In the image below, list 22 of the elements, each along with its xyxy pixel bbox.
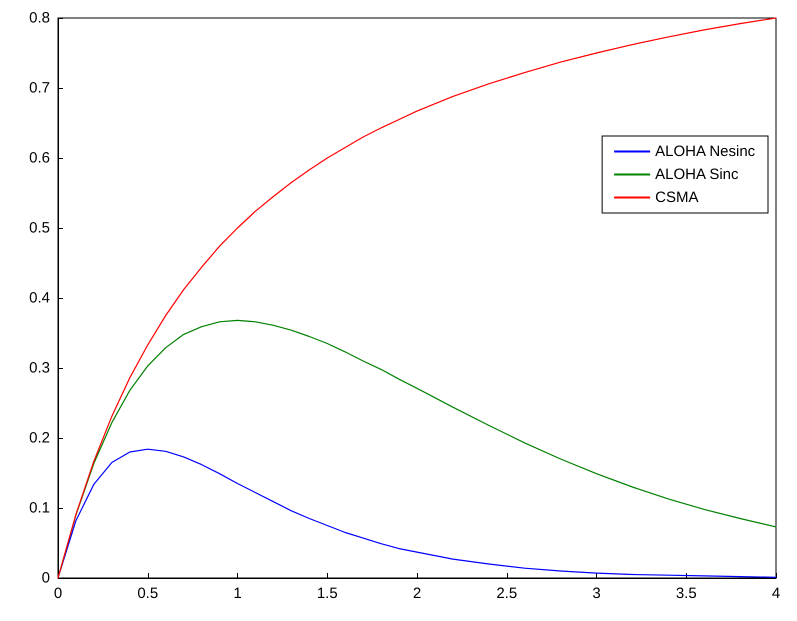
x-tick-label: 1 xyxy=(233,585,242,602)
y-tick-label: 0.6 xyxy=(29,150,50,166)
x-tick-label: 3.5 xyxy=(676,585,697,602)
legend-label: ALOHA Nesinc xyxy=(655,143,756,160)
x-tick-label: 1.5 xyxy=(316,585,338,602)
x-tick-label: 0 xyxy=(54,585,62,602)
legend-label: ALOHA Sinc xyxy=(655,166,740,183)
legend-label: CSMA xyxy=(655,189,698,206)
x-tick-label: 4 xyxy=(772,585,780,602)
line-series xyxy=(57,17,777,579)
y-tick-label: 0.4 xyxy=(29,290,50,306)
x-tick-label: 0.5 xyxy=(137,585,158,602)
y-tick-label: 0.7 xyxy=(29,80,50,96)
y-tick-label: 0.1 xyxy=(29,500,50,516)
y-tick-label: 0.2 xyxy=(29,430,50,446)
y-tick-label: 0 xyxy=(42,570,50,586)
y-tick-label: 0.3 xyxy=(29,360,50,376)
y-tick-label: 0.5 xyxy=(29,220,50,236)
x-tick-label: 2.5 xyxy=(496,585,518,602)
x-tick-label: 3 xyxy=(592,585,601,602)
x-tick-label: 2 xyxy=(412,585,422,602)
y-tick-label: 0.8 xyxy=(29,10,50,26)
